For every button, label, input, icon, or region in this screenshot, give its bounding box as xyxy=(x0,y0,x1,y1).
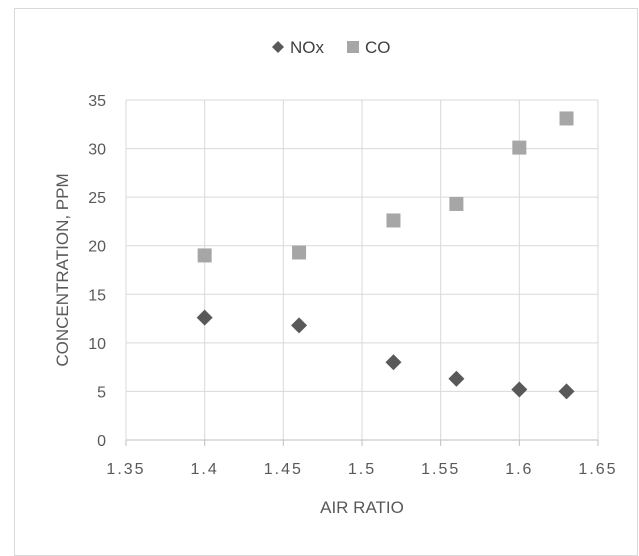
y-tick-label: 0 xyxy=(97,433,106,450)
legend-label: NOx xyxy=(290,38,325,57)
legend-co-marker xyxy=(347,41,359,53)
x-tick-label: 1.4 xyxy=(191,461,219,478)
x-tick-label: 1.35 xyxy=(106,461,145,478)
y-tick-label: 25 xyxy=(88,190,106,207)
legend-label: CO xyxy=(365,38,391,57)
co-data-point xyxy=(512,140,527,155)
y-tick-label: 30 xyxy=(88,142,106,159)
co-data-point xyxy=(197,248,212,263)
y-tick-label: 5 xyxy=(97,384,106,401)
nox-data-point xyxy=(196,309,213,326)
co-data-point xyxy=(386,213,401,228)
axes xyxy=(125,439,599,446)
data-points xyxy=(196,111,575,400)
y-tick-label: 10 xyxy=(88,336,106,353)
y-tick-label: 35 xyxy=(88,93,106,110)
co-data-point xyxy=(559,111,574,126)
y-tick-label: 20 xyxy=(88,239,106,256)
nox-data-point xyxy=(511,381,528,398)
y-tick-label: 15 xyxy=(88,287,106,304)
legend-nox-marker xyxy=(272,41,284,53)
x-tick-label: 1.5 xyxy=(348,461,376,478)
nox-data-point xyxy=(558,383,575,400)
x-tick-label: 1.55 xyxy=(421,461,460,478)
grid-lines xyxy=(125,99,599,440)
x-tick-label: 1.65 xyxy=(578,461,617,478)
x-tick-label: 1.45 xyxy=(264,461,303,478)
nox-data-point xyxy=(291,317,308,334)
y-axis-title: CONCENTRATION, PPM xyxy=(53,173,72,366)
x-tick-label: 1.6 xyxy=(505,461,533,478)
x-axis-title: AIR RATIO xyxy=(320,498,404,517)
nox-data-point xyxy=(385,354,402,371)
co-data-point xyxy=(449,196,464,211)
nox-data-point xyxy=(448,370,465,387)
tick-labels: 1.35 1.4 1.45 1.5 1.55 1.6 1.65 0 5 10 15 20 25 30 35 xyxy=(88,93,617,478)
chart-frame xyxy=(14,8,638,556)
legend: NOx CO xyxy=(272,38,391,57)
co-data-point xyxy=(292,245,307,260)
